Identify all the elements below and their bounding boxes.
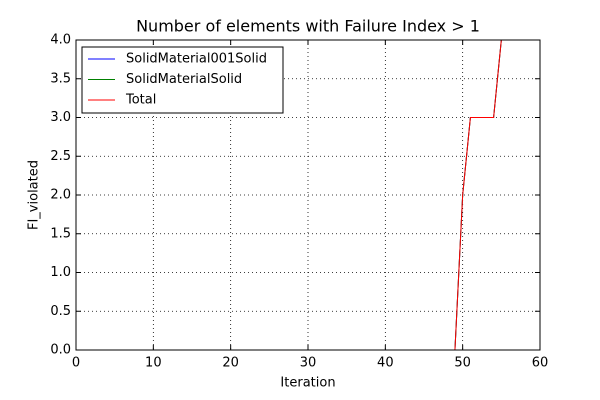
y-axis-label: FI_violated (27, 160, 42, 230)
y-tick-label: 3.0 (50, 110, 71, 125)
y-tick-label: 2.5 (50, 149, 71, 164)
x-tick-label: 10 (145, 356, 162, 371)
legend-box (81, 46, 284, 114)
x-tick-label: 40 (377, 356, 394, 371)
x-tick-label: 30 (300, 356, 317, 371)
y-tick-label: 3.5 (50, 71, 71, 86)
legend-label: Total (125, 93, 156, 108)
x-axis-label: Iteration (280, 376, 335, 391)
x-tick-label: 50 (454, 356, 471, 371)
y-tick-label: 0.5 (50, 304, 71, 319)
x-tick-label: 0 (72, 356, 80, 371)
legend-label: SolidMaterialSolid (126, 72, 242, 87)
plot-frame (75, 39, 541, 351)
y-tick-label: 1.5 (50, 226, 71, 241)
chart-title: Number of elements with Failure Index > … (136, 17, 480, 36)
y-tick-label: 4.0 (50, 33, 71, 48)
y-tick-label: 1.0 (50, 265, 71, 280)
x-tick-label: 20 (222, 356, 239, 371)
y-tick-label: 0.0 (50, 343, 71, 358)
x-tick-label: 60 (532, 356, 549, 371)
y-tick-label: 2.0 (50, 188, 71, 203)
legend-label: SolidMaterial001Solid (126, 52, 267, 67)
